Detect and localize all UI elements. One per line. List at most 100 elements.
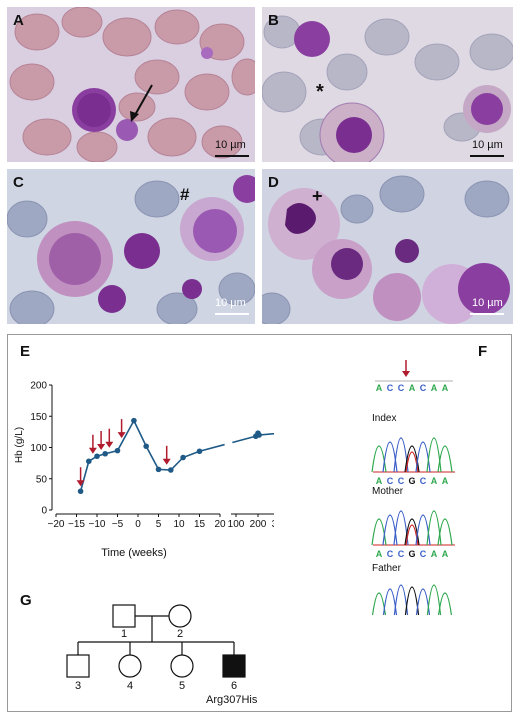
chart-axes	[51, 385, 274, 515]
x-tick-label: −15	[68, 519, 85, 530]
called-base: C	[398, 476, 405, 486]
data-point	[102, 450, 108, 457]
called-base: A	[376, 549, 383, 559]
x-tick-label: 20	[214, 519, 226, 530]
scale-bar-b	[470, 155, 504, 157]
series-bridge	[199, 435, 257, 453]
x-tick-label: −10	[89, 519, 106, 530]
scale-text-d: 10 µm	[472, 297, 503, 309]
x-tick-label: 0	[135, 519, 141, 530]
marker-plus: +	[312, 186, 323, 206]
marker-hash: #	[180, 185, 190, 204]
data-point	[256, 432, 262, 438]
data-point	[77, 488, 84, 495]
called-base: C	[420, 549, 427, 559]
scale-bar-a	[215, 155, 249, 157]
called-base: G	[408, 476, 415, 486]
micrograph-b: B * 10 µm	[262, 7, 513, 162]
y-tick-label: 200	[30, 381, 47, 392]
called-base: C	[420, 476, 427, 486]
track-label-index: Index	[372, 413, 397, 424]
scale-text-c: 10 µm	[215, 297, 246, 309]
called-base: C	[398, 549, 405, 559]
y-axis-label: Hb (g/L)	[14, 427, 25, 463]
panel-label-b: B	[268, 12, 279, 29]
called-base: C	[387, 476, 394, 486]
micrograph-c-image	[7, 169, 255, 324]
transfusion-arrow-head	[76, 480, 85, 487]
transfusion-arrow-head	[105, 441, 114, 448]
x-tick-label: 300	[272, 519, 274, 530]
scale-bar-d	[470, 313, 504, 315]
data-point	[168, 467, 174, 473]
pedigree-id-4: 4	[126, 680, 134, 692]
panel-label-a: A	[13, 12, 24, 29]
transfusion-arrow-head	[117, 432, 126, 439]
pedigree-member-4	[118, 654, 142, 678]
x-tick-label: 200	[250, 519, 267, 530]
x-tick-label: −5	[112, 519, 124, 530]
pedigree-id-2: 2	[176, 628, 184, 640]
trace-peak	[437, 518, 453, 546]
red-arrow-marker	[402, 360, 410, 377]
marker-asterisk: *	[316, 81, 324, 103]
variant-label: Arg307His	[206, 694, 258, 706]
transfusion-arrows	[76, 419, 171, 487]
scale-text-b: 10 µm	[472, 139, 503, 151]
chart-series	[77, 417, 274, 495]
x-tick-label: 15	[194, 519, 206, 530]
data-point	[114, 447, 121, 454]
transfusion-arrow-head	[162, 458, 171, 465]
reference-base: C	[398, 383, 405, 393]
reference-base: C	[387, 383, 394, 393]
panel-label-f: F	[478, 343, 488, 360]
micrograph-d: D + 10 µm	[262, 169, 513, 324]
data-point	[94, 453, 100, 460]
micrograph-c: C # 10 µm	[7, 169, 255, 324]
pedigree-member-2	[168, 604, 192, 628]
x-tick-label: −20	[48, 519, 65, 530]
pedigree-member-3	[66, 654, 90, 678]
pedigree-id-6: 6	[230, 680, 238, 692]
reference-base: A	[409, 383, 416, 393]
track-label-father: Father	[372, 563, 401, 574]
reference-base: A	[376, 383, 383, 393]
trace-peak	[437, 592, 453, 615]
scale-bar-c	[215, 313, 249, 315]
panel-label-e: E	[20, 343, 31, 360]
micrograph-a-image	[7, 7, 255, 162]
data-point	[143, 443, 149, 450]
hb-time-chart: 050100150200−20−15−10−505101520100200300…	[14, 381, 274, 559]
lower-frame	[7, 334, 512, 712]
micrograph-a: A 10 µm	[7, 7, 255, 162]
pedigree-member-5	[170, 654, 194, 678]
panel-label-c: C	[13, 174, 24, 191]
called-base: A	[431, 476, 438, 486]
panel-label-d: D	[268, 174, 279, 191]
trace-peak	[437, 445, 453, 473]
called-base: A	[442, 476, 449, 486]
transfusion-arrow-head	[88, 447, 97, 454]
data-point	[180, 454, 186, 461]
scale-text-a: 10 µm	[215, 139, 246, 151]
pedigree-chart	[66, 604, 246, 678]
x-tick-label: 10	[173, 519, 185, 530]
reference-base: C	[420, 383, 427, 393]
transfusion-arrow-head	[97, 444, 106, 450]
called-base: C	[387, 549, 394, 559]
pedigree-id-1: 1	[120, 628, 128, 640]
trace-peak	[404, 518, 420, 546]
pedigree-id-5: 5	[178, 680, 186, 692]
data-point	[131, 417, 137, 424]
y-tick-label: 100	[30, 443, 47, 454]
trace-peak	[371, 445, 387, 473]
y-tick-label: 50	[36, 474, 48, 485]
panel-label-g: G	[20, 592, 32, 609]
chromatogram-tracks: A C C G C A AA C C G C A A	[371, 437, 455, 615]
trace-peak	[404, 445, 420, 473]
x-tick-label: 5	[156, 519, 162, 530]
called-base: A	[431, 549, 438, 559]
